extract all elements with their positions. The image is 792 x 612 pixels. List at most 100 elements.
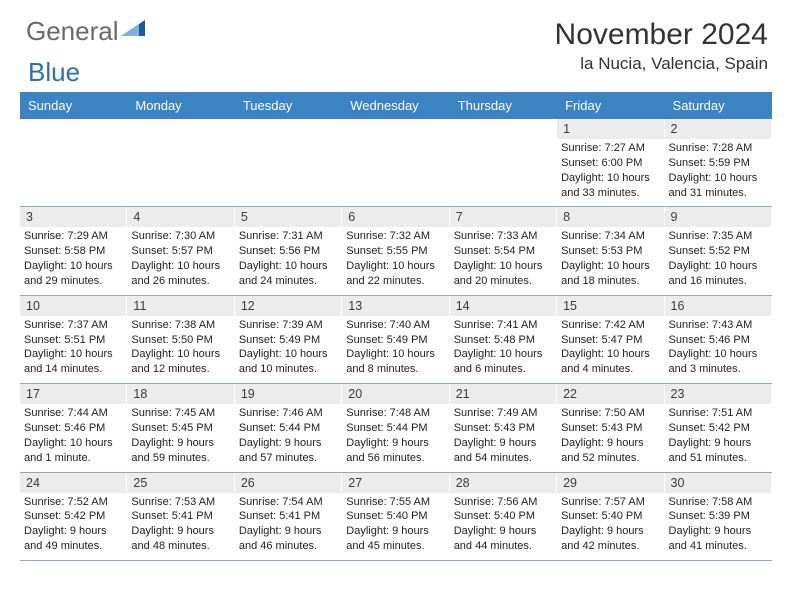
daylight-text: Daylight: 10 hours and 18 minutes. <box>561 259 659 289</box>
day-details: Sunrise: 7:41 AMSunset: 5:48 PMDaylight:… <box>450 316 556 383</box>
sunset-text: Sunset: 5:43 PM <box>454 421 552 436</box>
day-number: 12 <box>235 296 341 316</box>
day-details: Sunrise: 7:51 AMSunset: 5:42 PMDaylight:… <box>665 404 771 471</box>
daylight-text: Daylight: 9 hours and 59 minutes. <box>131 436 229 466</box>
sunset-text: Sunset: 5:47 PM <box>561 333 659 348</box>
empty-day <box>235 119 341 139</box>
day-details: Sunrise: 7:49 AMSunset: 5:43 PMDaylight:… <box>450 404 556 471</box>
day-number: 9 <box>665 207 771 227</box>
day-number: 26 <box>235 473 341 493</box>
calendar-day-cell: 25Sunrise: 7:53 AMSunset: 5:41 PMDayligh… <box>127 473 234 560</box>
day-number: 29 <box>557 473 663 493</box>
sunrise-text: Sunrise: 7:53 AM <box>131 495 229 510</box>
calendar-day-cell: 26Sunrise: 7:54 AMSunset: 5:41 PMDayligh… <box>235 473 342 560</box>
sunset-text: Sunset: 5:51 PM <box>24 333 122 348</box>
day-number: 17 <box>20 384 126 404</box>
weekday-header: Thursday <box>450 92 557 119</box>
calendar-week-row: 17Sunrise: 7:44 AMSunset: 5:46 PMDayligh… <box>20 384 772 472</box>
day-number: 21 <box>450 384 556 404</box>
sunrise-text: Sunrise: 7:42 AM <box>561 318 659 333</box>
day-details: Sunrise: 7:52 AMSunset: 5:42 PMDaylight:… <box>20 493 126 560</box>
day-details: Sunrise: 7:44 AMSunset: 5:46 PMDaylight:… <box>20 404 126 471</box>
empty-day <box>127 119 233 139</box>
calendar-day-cell: 23Sunrise: 7:51 AMSunset: 5:42 PMDayligh… <box>665 384 772 471</box>
day-number: 16 <box>665 296 771 316</box>
sunset-text: Sunset: 5:39 PM <box>669 509 767 524</box>
sunrise-text: Sunrise: 7:55 AM <box>346 495 444 510</box>
empty-day <box>20 119 126 139</box>
day-number: 22 <box>557 384 663 404</box>
sunrise-text: Sunrise: 7:57 AM <box>561 495 659 510</box>
sunset-text: Sunset: 5:44 PM <box>239 421 337 436</box>
weekday-header-row: Sunday Monday Tuesday Wednesday Thursday… <box>20 92 772 119</box>
sunrise-text: Sunrise: 7:38 AM <box>131 318 229 333</box>
logo-text-block: General Blue <box>26 18 149 86</box>
title-block: November 2024 la Nucia, Valencia, Spain <box>555 18 772 74</box>
day-number: 20 <box>342 384 448 404</box>
calendar-day-cell <box>20 119 127 206</box>
day-details: Sunrise: 7:45 AMSunset: 5:45 PMDaylight:… <box>127 404 233 471</box>
calendar-day-cell: 24Sunrise: 7:52 AMSunset: 5:42 PMDayligh… <box>20 473 127 560</box>
daylight-text: Daylight: 10 hours and 6 minutes. <box>454 347 552 377</box>
weekday-header: Friday <box>557 92 664 119</box>
day-number: 19 <box>235 384 341 404</box>
day-details: Sunrise: 7:42 AMSunset: 5:47 PMDaylight:… <box>557 316 663 383</box>
day-number: 4 <box>127 207 233 227</box>
sunrise-text: Sunrise: 7:32 AM <box>346 229 444 244</box>
daylight-text: Daylight: 9 hours and 42 minutes. <box>561 524 659 554</box>
calendar-body: 1Sunrise: 7:27 AMSunset: 6:00 PMDaylight… <box>20 119 772 561</box>
daylight-text: Daylight: 10 hours and 8 minutes. <box>346 347 444 377</box>
daylight-text: Daylight: 9 hours and 57 minutes. <box>239 436 337 466</box>
calendar-day-cell <box>342 119 449 206</box>
weekday-header: Wednesday <box>342 92 449 119</box>
weekday-header: Tuesday <box>235 92 342 119</box>
sunset-text: Sunset: 5:44 PM <box>346 421 444 436</box>
calendar-day-cell: 4 Sunrise: 7:30 AMSunset: 5:57 PMDaylight… <box>127 207 234 294</box>
calendar-day-cell: 16Sunrise: 7:43 AMSunset: 5:46 PMDayligh… <box>665 296 772 383</box>
day-number: 3 <box>20 207 126 227</box>
calendar-day-cell <box>235 119 342 206</box>
calendar-day-cell: 28Sunrise: 7:56 AMSunset: 5:40 PMDayligh… <box>450 473 557 560</box>
day-details: Sunrise: 7:57 AMSunset: 5:40 PMDaylight:… <box>557 493 663 560</box>
daylight-text: Daylight: 9 hours and 48 minutes. <box>131 524 229 554</box>
sunrise-text: Sunrise: 7:51 AM <box>669 406 767 421</box>
day-number: 30 <box>665 473 771 493</box>
day-details: Sunrise: 7:46 AMSunset: 5:44 PMDaylight:… <box>235 404 341 471</box>
sunset-text: Sunset: 5:52 PM <box>669 244 767 259</box>
calendar-week-row: 3Sunrise: 7:29 AMSunset: 5:58 PMDaylight… <box>20 207 772 295</box>
daylight-text: Daylight: 10 hours and 26 minutes. <box>131 259 229 289</box>
day-details: Sunrise: 7:50 AMSunset: 5:43 PMDaylight:… <box>557 404 663 471</box>
daylight-text: Daylight: 9 hours and 52 minutes. <box>561 436 659 466</box>
sunrise-text: Sunrise: 7:30 AM <box>131 229 229 244</box>
day-number: 5 <box>235 207 341 227</box>
daylight-text: Daylight: 10 hours and 33 minutes. <box>561 171 659 201</box>
day-details: Sunrise: 7:35 AMSunset: 5:52 PMDaylight:… <box>665 227 771 294</box>
day-details: Sunrise: 7:39 AMSunset: 5:49 PMDaylight:… <box>235 316 341 383</box>
daylight-text: Daylight: 9 hours and 49 minutes. <box>24 524 122 554</box>
calendar-week-row: 10Sunrise: 7:37 AMSunset: 5:51 PMDayligh… <box>20 296 772 384</box>
sunrise-text: Sunrise: 7:58 AM <box>669 495 767 510</box>
location-subtitle: la Nucia, Valencia, Spain <box>555 54 768 74</box>
sunset-text: Sunset: 5:49 PM <box>239 333 337 348</box>
day-details: Sunrise: 7:55 AMSunset: 5:40 PMDaylight:… <box>342 493 448 560</box>
sunset-text: Sunset: 5:46 PM <box>24 421 122 436</box>
sunset-text: Sunset: 5:53 PM <box>561 244 659 259</box>
day-number: 10 <box>20 296 126 316</box>
calendar-day-cell: 27Sunrise: 7:55 AMSunset: 5:40 PMDayligh… <box>342 473 449 560</box>
daylight-text: Daylight: 10 hours and 22 minutes. <box>346 259 444 289</box>
daylight-text: Daylight: 10 hours and 10 minutes. <box>239 347 337 377</box>
sunrise-text: Sunrise: 7:45 AM <box>131 406 229 421</box>
sunset-text: Sunset: 5:57 PM <box>131 244 229 259</box>
daylight-text: Daylight: 10 hours and 3 minutes. <box>669 347 767 377</box>
day-number: 2 <box>665 119 771 139</box>
calendar-day-cell: 30Sunrise: 7:58 AMSunset: 5:39 PMDayligh… <box>665 473 772 560</box>
day-details: Sunrise: 7:53 AMSunset: 5:41 PMDaylight:… <box>127 493 233 560</box>
sunset-text: Sunset: 5:42 PM <box>669 421 767 436</box>
empty-day <box>450 119 556 139</box>
day-number: 14 <box>450 296 556 316</box>
daylight-text: Daylight: 9 hours and 46 minutes. <box>239 524 337 554</box>
sunrise-text: Sunrise: 7:50 AM <box>561 406 659 421</box>
weekday-header: Saturday <box>665 92 772 119</box>
calendar-day-cell: 6Sunrise: 7:32 AMSunset: 5:55 PMDaylight… <box>342 207 449 294</box>
calendar-day-cell <box>127 119 234 206</box>
